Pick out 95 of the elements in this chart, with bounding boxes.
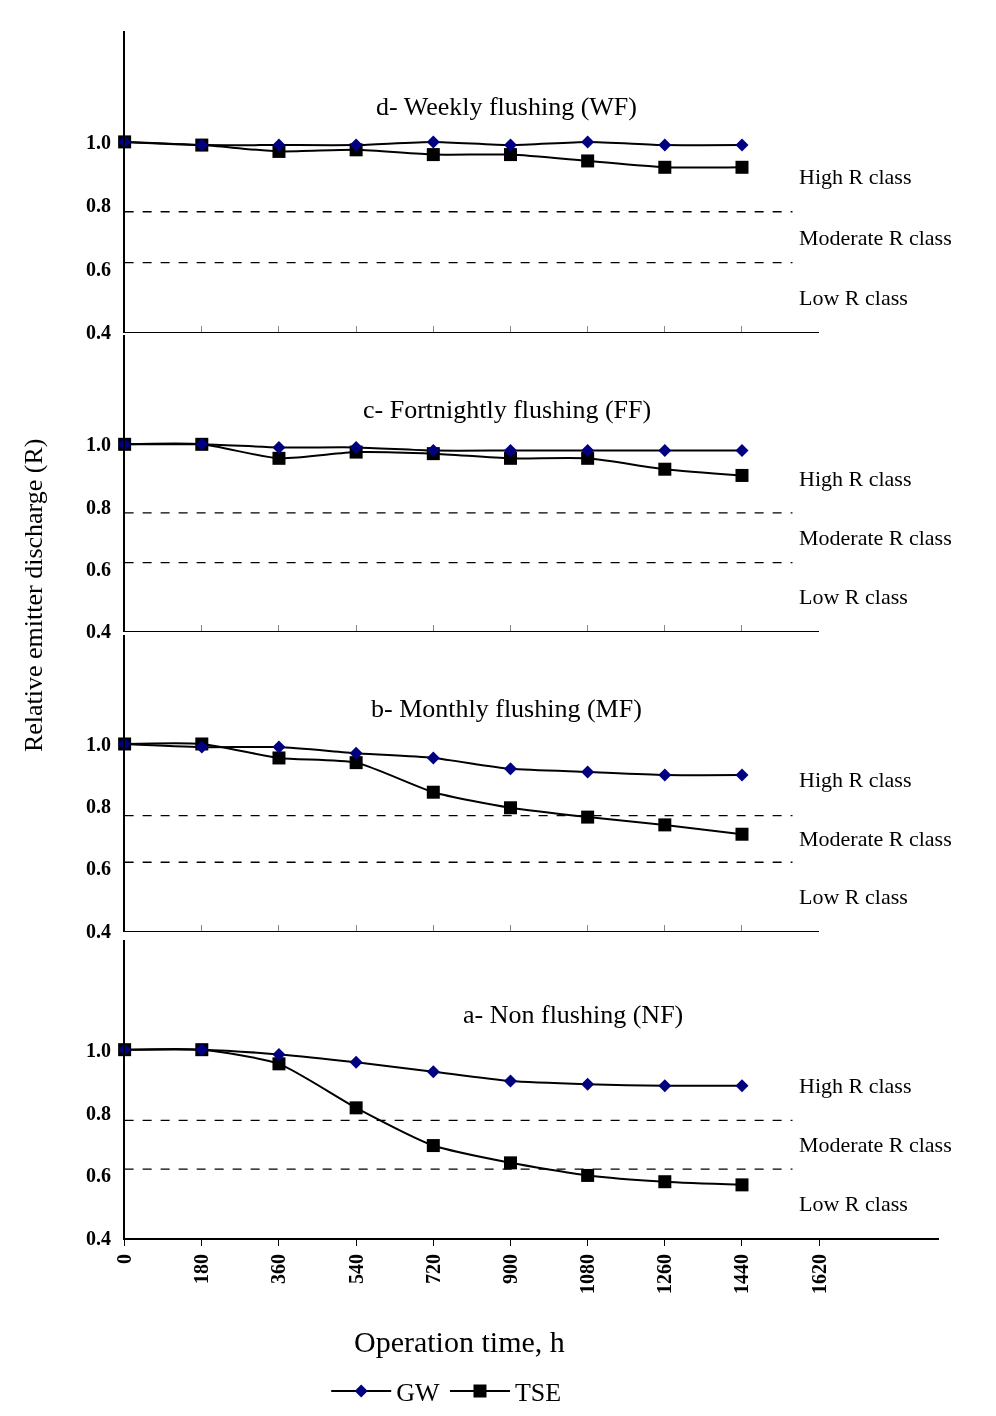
point <box>272 138 286 152</box>
point <box>735 468 749 482</box>
y-tick-label: 0.6 <box>85 257 111 280</box>
y-tick-label: 0.4 <box>85 321 111 344</box>
point <box>503 148 517 162</box>
x-tick-label: 1620 <box>807 1254 830 1295</box>
point <box>426 751 440 765</box>
point <box>503 1074 517 1088</box>
point <box>658 444 672 458</box>
point <box>426 135 440 149</box>
point <box>581 135 595 149</box>
point <box>658 462 672 476</box>
y-tick-label: 0.8 <box>85 795 111 818</box>
point <box>581 765 595 779</box>
point <box>658 818 672 832</box>
annotation: Low R class <box>799 584 908 609</box>
point <box>503 762 517 776</box>
annotation: Moderate R class <box>799 225 952 250</box>
point <box>272 1047 286 1061</box>
point <box>658 768 672 782</box>
point <box>272 451 286 465</box>
y-tick-label: 0.4 <box>85 620 111 643</box>
point <box>658 1175 672 1189</box>
annotation: Moderate R class <box>799 525 952 550</box>
y-tick-label: 0.8 <box>85 495 111 518</box>
annotation: Low R class <box>799 1191 908 1216</box>
text: d- Weekly flushing (WF) <box>376 92 637 121</box>
point <box>581 1168 595 1182</box>
point <box>272 751 286 765</box>
point <box>735 138 749 152</box>
point <box>735 827 749 841</box>
y-tick-label: 0.6 <box>85 557 111 580</box>
annotation: Moderate R class <box>799 1132 952 1157</box>
x-tick-label: 540 <box>344 1254 367 1285</box>
y-tick-label: 0.8 <box>85 1101 111 1124</box>
point <box>735 160 749 174</box>
point <box>349 138 363 152</box>
point <box>272 1057 286 1071</box>
x-tick-label: 1440 <box>730 1254 753 1295</box>
point <box>658 1079 672 1093</box>
legend-label: TSE <box>514 1378 562 1408</box>
x-tick-label: 1260 <box>653 1254 676 1295</box>
y-tick-label: 1.0 <box>85 1038 111 1061</box>
y-tick-label: 1.0 <box>85 433 111 456</box>
point <box>503 138 517 152</box>
annotation: High R class <box>799 164 912 189</box>
point <box>272 740 286 754</box>
x-tick-label: 720 <box>421 1254 444 1285</box>
annotation: High R class <box>799 767 912 792</box>
point <box>503 801 517 815</box>
annotation: High R class <box>799 466 912 491</box>
point <box>581 1077 595 1091</box>
legend-label: GW <box>396 1378 440 1408</box>
point <box>735 768 749 782</box>
point <box>581 444 595 458</box>
point <box>426 1139 440 1153</box>
x-tick-label: 0 <box>113 1254 136 1265</box>
point <box>658 160 672 174</box>
point <box>426 785 440 799</box>
point <box>426 148 440 162</box>
annotation: Moderate R class <box>799 826 952 851</box>
point <box>349 1055 363 1069</box>
point <box>581 154 595 168</box>
annotation: High R class <box>799 1073 912 1098</box>
y-tick-label: 0.4 <box>85 919 111 942</box>
point <box>349 440 363 454</box>
y-tick-label: 1.0 <box>85 732 111 755</box>
y-axis-title: Relative emitter discharge (R) <box>19 438 49 753</box>
point <box>349 756 363 770</box>
text: c- Fortnightly flushing (FF) <box>363 395 652 424</box>
annotation: Low R class <box>799 884 908 909</box>
point <box>272 440 286 454</box>
point <box>735 1178 749 1192</box>
x-tick-label: 1080 <box>576 1254 599 1295</box>
point <box>658 138 672 152</box>
point <box>503 444 517 458</box>
annotation: Low R class <box>799 285 908 310</box>
y-tick-label: 0.6 <box>85 857 111 880</box>
x-tick-label: 180 <box>190 1254 213 1285</box>
point <box>349 746 363 760</box>
x-axis-title: Operation time, h <box>354 1325 565 1358</box>
point <box>349 1101 363 1115</box>
point <box>426 1065 440 1079</box>
point <box>503 1156 517 1170</box>
point <box>735 1079 749 1093</box>
y-tick-label: 0.4 <box>85 1227 111 1250</box>
y-tick-label: 0.6 <box>85 1164 111 1187</box>
text: b- Monthly flushing (MF) <box>371 694 642 723</box>
point <box>735 444 749 458</box>
x-tick-label: 360 <box>267 1254 290 1285</box>
x-tick-label: 900 <box>498 1254 521 1285</box>
y-tick-label: 1.0 <box>85 130 111 153</box>
y-tick-label: 0.8 <box>85 194 111 217</box>
text: a- Non flushing (NF) <box>463 1000 684 1029</box>
point <box>581 810 595 824</box>
